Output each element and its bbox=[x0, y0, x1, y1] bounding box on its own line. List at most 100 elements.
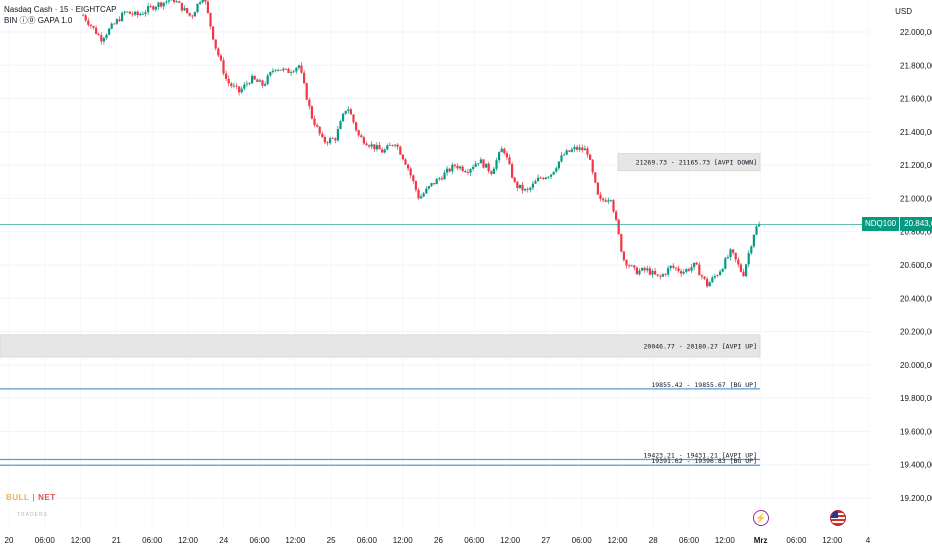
candle-body bbox=[87, 20, 90, 25]
candle-body bbox=[664, 274, 667, 275]
candle-body bbox=[706, 278, 709, 287]
candle-body bbox=[401, 154, 404, 160]
candle-body bbox=[269, 72, 272, 76]
candle-body bbox=[412, 175, 415, 182]
candle-body bbox=[719, 271, 722, 276]
candle-body bbox=[248, 83, 251, 85]
candle-body bbox=[698, 264, 701, 276]
candle-body bbox=[425, 188, 428, 194]
candle-body bbox=[427, 186, 430, 189]
zone-label: 19423.21 - 19431.21 [AVPI UP] bbox=[644, 452, 758, 460]
price-tag-symbol: NDQ100 bbox=[862, 217, 900, 232]
symbol-title[interactable]: Nasdaq Cash · 15 · EIGHTCAP bbox=[4, 5, 117, 14]
candle-body bbox=[617, 219, 620, 235]
price-axis-label: 21.800,00 bbox=[900, 61, 932, 70]
candle-body bbox=[264, 83, 267, 86]
us-flag-icon[interactable] bbox=[830, 510, 846, 526]
candle-body bbox=[607, 200, 610, 202]
candle-body bbox=[732, 249, 735, 253]
candle-body bbox=[217, 48, 220, 56]
time-axis-label: 12:00 bbox=[822, 536, 843, 545]
candle-body bbox=[542, 177, 545, 180]
candle-body bbox=[453, 164, 456, 166]
candle-body bbox=[336, 129, 339, 141]
candles-layer bbox=[82, 0, 761, 289]
candle-body bbox=[409, 168, 412, 176]
candle-body bbox=[126, 11, 129, 13]
candle-body bbox=[552, 171, 555, 175]
candle-body bbox=[687, 269, 690, 271]
currency-label[interactable]: USD bbox=[895, 7, 912, 16]
candle-body bbox=[196, 3, 199, 13]
time-axis-label: 06:00 bbox=[35, 536, 56, 545]
candle-body bbox=[105, 34, 108, 39]
candle-body bbox=[443, 172, 446, 180]
candle-body bbox=[422, 193, 425, 197]
candle-body bbox=[646, 268, 649, 271]
candle-body bbox=[316, 125, 319, 127]
time-axis-label: 25 bbox=[327, 536, 336, 545]
time-axis-label: 28 bbox=[649, 536, 658, 545]
candle-body bbox=[555, 168, 558, 172]
candle-body bbox=[303, 72, 306, 84]
last-price-tag: NDQ100 20.843,60 bbox=[862, 217, 932, 232]
candle-body bbox=[604, 200, 607, 202]
candle-body bbox=[383, 149, 386, 153]
candle-body bbox=[742, 271, 745, 277]
candle-body bbox=[360, 135, 363, 138]
time-axis-label: Mrz bbox=[754, 536, 768, 545]
candle-body bbox=[674, 267, 677, 269]
candle-body bbox=[113, 23, 116, 25]
candle-body bbox=[643, 267, 646, 271]
candle-body bbox=[576, 146, 579, 150]
candle-body bbox=[258, 80, 261, 82]
price-tag-value: 20.843,60 bbox=[900, 217, 932, 232]
candle-body bbox=[326, 142, 329, 144]
candle-body bbox=[167, 0, 170, 2]
logo-separator: | bbox=[32, 493, 36, 502]
candle-body bbox=[620, 234, 623, 252]
candle-body bbox=[469, 168, 472, 173]
candle-body bbox=[253, 75, 256, 80]
zone-box bbox=[0, 334, 761, 358]
indicator-title[interactable]: BIN ⓘ⓪ GAPA 1.0 bbox=[4, 16, 73, 25]
candle-body bbox=[591, 159, 594, 173]
candle-body bbox=[391, 144, 394, 146]
candle-body bbox=[370, 144, 373, 147]
candle-body bbox=[251, 75, 254, 84]
candle-body bbox=[240, 88, 243, 93]
candle-body bbox=[394, 144, 397, 146]
candle-body bbox=[180, 2, 183, 11]
candle-body bbox=[438, 178, 441, 180]
candle-body bbox=[479, 159, 482, 164]
candle-body bbox=[656, 274, 659, 276]
candle-body bbox=[448, 168, 451, 172]
candle-body bbox=[511, 164, 514, 178]
candle-body bbox=[225, 73, 228, 79]
candle-body bbox=[685, 269, 688, 272]
price-axis-label: 20.400,00 bbox=[900, 294, 932, 303]
candle-body bbox=[175, 1, 178, 3]
candle-body bbox=[628, 265, 631, 267]
logo-bull: BULL bbox=[6, 493, 30, 502]
time-axis-label: 06:00 bbox=[250, 536, 271, 545]
lightning-icon[interactable]: ⚡ bbox=[753, 510, 769, 526]
candle-body bbox=[474, 163, 477, 167]
candle-body bbox=[461, 166, 464, 172]
price-axis-label: 20.600,00 bbox=[900, 261, 932, 270]
candle-body bbox=[430, 183, 433, 187]
candle-body bbox=[609, 200, 612, 201]
candle-body bbox=[563, 154, 566, 156]
candle-body bbox=[516, 181, 519, 189]
price-axis-label: 19.600,00 bbox=[900, 427, 932, 436]
time-axis-label: 06:00 bbox=[464, 536, 485, 545]
candle-body bbox=[758, 224, 761, 227]
candle-body bbox=[266, 75, 269, 84]
price-axis[interactable]: 22.000,00 21.800,00 21.600,00 21.400,00 21.2… bbox=[900, 28, 932, 503]
price-axis-label: 19.200,00 bbox=[900, 494, 932, 503]
time-axis[interactable]: 20 06:00 12:00 21 06:00 12:00 24 06:00 12:00 25 06… bbox=[5, 536, 871, 545]
candle-body bbox=[144, 12, 147, 14]
candle-body bbox=[186, 8, 189, 13]
candle-body bbox=[165, 1, 168, 3]
